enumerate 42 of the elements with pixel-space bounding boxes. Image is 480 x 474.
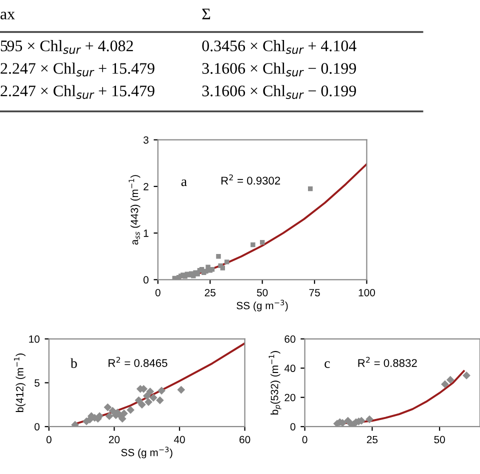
y-tick-label: 1: [144, 230, 148, 237]
x-tick-label: 75: [309, 289, 320, 296]
y-tick-label: 40: [284, 364, 296, 372]
x-tick-label: 25: [366, 436, 378, 444]
y-tick-label: 10: [29, 335, 40, 343]
y-axis-title: b(412) (m$^{−1}$): [14, 354, 26, 412]
y-tick-label: 0: [34, 423, 40, 430]
text: Σ: [202, 8, 210, 20]
x-tick-label: 100: [358, 288, 376, 296]
x-tick-label: 0: [155, 288, 160, 296]
y-tick-label: 3: [143, 136, 148, 144]
y-tick-label: 5: [34, 379, 40, 387]
y-axis-title: b$_{p}$(532) (m$^{−1}$): [268, 351, 282, 414]
x-tick-label: 25: [204, 288, 216, 296]
x-axis-title: SS (g m$^{−3}$): [236, 300, 288, 312]
x-tick-label: 40: [174, 436, 185, 444]
text: 3.1606 × Chl$_{sur}$ − 0.199: [202, 62, 356, 76]
y-tick-label: 0: [144, 276, 148, 284]
text: ax: [0, 12, 15, 20]
text: 0.3456 × Chl$_{sur}$ + 4.104: [202, 40, 356, 54]
x-tick-label: 0: [46, 436, 52, 444]
annotation: c: [324, 361, 330, 368]
text: 2.247 × Chl$_{sur}$ + 15.479: [0, 62, 154, 76]
x-tick-label: 50: [256, 288, 268, 296]
annotation: R$^{2}$ = 0.9302: [221, 174, 280, 185]
x-tick-label: 0: [302, 436, 308, 444]
annotation: R$^{2}$ = 0.8832: [358, 356, 417, 367]
annotation: b: [70, 358, 77, 368]
x-tick-label: 60: [240, 436, 250, 444]
y-axis-title: a$_{ss}$ (443) (m$^{−1}$): [128, 175, 140, 245]
text: 595 × Chl$_{sur}$ + 4.082: [0, 40, 133, 54]
annotation: R$^{2}$ = 0.8465: [108, 356, 168, 367]
x-tick-label: 20: [108, 436, 120, 444]
text: 2.247 × Chl$_{sur}$ + 15.479: [0, 85, 154, 99]
annotation: a: [181, 179, 187, 186]
text: 3.1606 × Chl$_{sur}$ − 0.199: [202, 85, 356, 99]
x-tick-label: 50: [434, 436, 445, 444]
y-tick-label: 2: [144, 182, 148, 190]
x-axis-title: SS (g m$^{−3}$): [121, 446, 172, 458]
y-tick-label: 60: [284, 335, 296, 343]
y-tick-label: 0: [290, 423, 296, 430]
y-tick-label: 20: [284, 394, 296, 402]
